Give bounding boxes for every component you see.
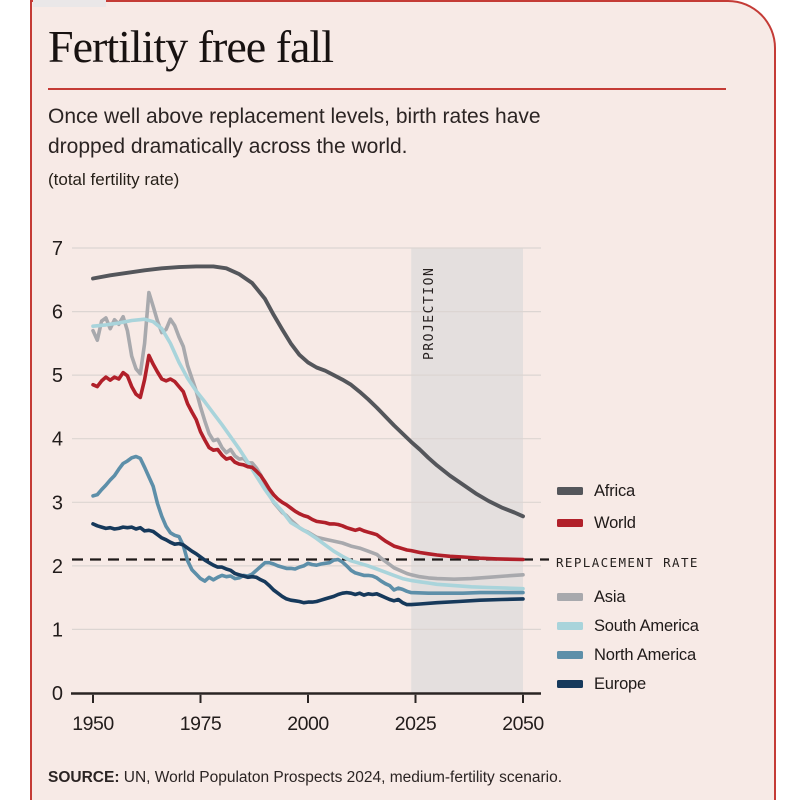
- source-text: UN, World Populaton Prospects 2024, medi…: [119, 769, 562, 786]
- unit-label: (total fertility rate): [48, 170, 180, 189]
- x-tick-label-1950: 1950: [72, 713, 114, 735]
- legend-swatch-world: [557, 519, 583, 527]
- chart-subtitle: Once well above replacement levels, birt…: [48, 105, 541, 158]
- legend-item-asia: Asia: [557, 587, 626, 606]
- title-divider: [48, 88, 726, 90]
- legend-label: North America: [594, 645, 696, 664]
- replacement-rate-label: REPLACEMENT RATE: [556, 555, 699, 570]
- page-title: Fertility free fall: [48, 21, 334, 72]
- x-tick-label-2050: 2050: [502, 713, 544, 735]
- y-tick-label-1: 1: [52, 619, 63, 641]
- y-tick-label-4: 4: [52, 429, 63, 451]
- legend-item-south-america: South America: [557, 617, 699, 635]
- legend-label: Asia: [594, 587, 626, 606]
- x-tick-label-2025: 2025: [395, 713, 437, 735]
- legend-swatch-north-america: [557, 651, 583, 659]
- legend-label: World: [594, 513, 636, 532]
- y-tick-label-6: 6: [52, 302, 63, 324]
- series-line-asia: [91, 290, 525, 581]
- series-line-south-america: [91, 317, 525, 591]
- legend-item-world: World: [557, 514, 636, 532]
- x-tick-label-2000: 2000: [287, 713, 329, 735]
- series-line-north-america: [91, 454, 525, 595]
- y-tick-label-2: 2: [52, 556, 63, 578]
- legend-item-north-america: North America: [557, 646, 696, 664]
- legend-swatch-europe: [557, 680, 583, 688]
- legend-label: Africa: [594, 481, 635, 500]
- legend-label: South America: [594, 616, 699, 635]
- legend-item-africa: Africa: [557, 482, 635, 500]
- y-tick-label-5: 5: [52, 365, 63, 387]
- legend-item-europe: Europe: [557, 675, 646, 693]
- x-tick-label-1975: 1975: [180, 713, 222, 735]
- y-tick-label-0: 0: [52, 683, 63, 705]
- y-tick-label-3: 3: [52, 492, 63, 514]
- legend-swatch-africa: [557, 487, 583, 495]
- top-left-tab: [33, 0, 106, 7]
- y-tick-label-7: 7: [52, 238, 63, 260]
- source-prefix: SOURCE:: [48, 769, 120, 786]
- series-line-africa: [91, 264, 525, 519]
- projection-band: [411, 248, 523, 693]
- projection-label: PROJECTION: [422, 267, 437, 360]
- legend-swatch-south-america: [557, 622, 583, 630]
- series-line-world: [91, 353, 525, 562]
- legend-label: Europe: [594, 674, 647, 693]
- legend-swatch-asia: [557, 593, 583, 601]
- series-line-europe: [91, 522, 525, 607]
- source-line: SOURCE: UN, World Populaton Prospects 20…: [48, 769, 562, 787]
- chart-card: [30, 0, 776, 800]
